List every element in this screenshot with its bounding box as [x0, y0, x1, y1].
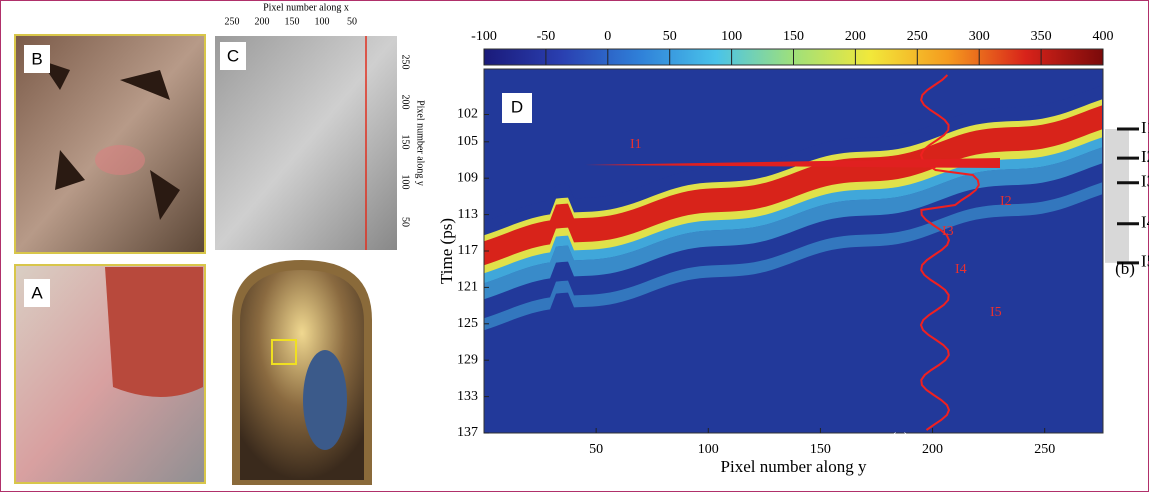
- interface-label: I5: [1141, 252, 1149, 271]
- y-tick-label: 125: [457, 316, 478, 331]
- y-tick-label: 102: [457, 107, 478, 122]
- x-tick-label: 150: [285, 16, 300, 27]
- panel-label: A: [31, 283, 43, 302]
- painting: [240, 270, 364, 480]
- x-tick-label: 200: [255, 16, 270, 27]
- x-axis-label: Pixel number along y: [721, 457, 867, 476]
- colorbar-tick-label: 200: [845, 29, 866, 44]
- colorbar-tick-label: 50: [663, 29, 677, 44]
- trace: [919, 74, 980, 431]
- colorbar-tick-label: 0: [604, 29, 611, 44]
- x-tick-label: 100: [315, 16, 330, 27]
- colorbar-tick-label: 400: [1093, 29, 1114, 44]
- interface-label: I3: [1141, 172, 1149, 191]
- label-box: [502, 93, 532, 123]
- y-tick-label: 250: [400, 55, 411, 70]
- label-box: [24, 45, 50, 73]
- x-tick-label: 150: [810, 442, 831, 457]
- x-tick-label: 250: [1034, 442, 1055, 457]
- y-tick-label: 133: [457, 389, 478, 404]
- colorbar-tick-label: 100: [721, 29, 742, 44]
- region-box: [271, 339, 297, 365]
- inset-label: I2: [1000, 194, 1012, 209]
- side-label: (b): [1115, 259, 1135, 278]
- panel-label: C: [227, 46, 239, 65]
- colorbar-tick-label: 350: [1031, 29, 1052, 44]
- interface-label: I2: [1141, 147, 1149, 166]
- inset-label: I3: [942, 224, 954, 239]
- y-tick-label: 100: [400, 175, 411, 190]
- colorbar-tick-label: -50: [537, 29, 556, 44]
- y-tick-label: 105: [457, 134, 478, 149]
- heatmap-band: [484, 105, 1102, 266]
- x-tick-label: 50: [589, 442, 603, 457]
- label-box: [24, 279, 50, 307]
- y-tick-label: 150: [400, 135, 411, 150]
- colorbar-tick-label: 150: [783, 29, 804, 44]
- side-bar: [1105, 129, 1129, 263]
- figure-blue: [303, 350, 347, 450]
- x-tick-label: 100: [698, 442, 719, 457]
- heatmap-band: [484, 182, 1102, 331]
- y-tick-label: 137: [457, 425, 478, 440]
- paint-loss: [40, 60, 180, 220]
- trace-label: (c): [891, 429, 910, 448]
- y-tick-label: 129: [457, 352, 478, 367]
- colorbar-tick-label: 250: [907, 29, 928, 44]
- panel-label: B: [31, 49, 42, 68]
- y-tick-label: 200: [400, 95, 411, 110]
- axis-label: Pixel number along y: [415, 100, 426, 186]
- inset-label: I5: [990, 305, 1002, 320]
- y-tick-label: 117: [458, 243, 478, 258]
- x-tick-label: 250: [225, 16, 240, 27]
- y-tick-label: 121: [457, 280, 478, 295]
- red-robe: [105, 267, 203, 397]
- x-tick-label: 50: [347, 16, 357, 27]
- pink-area: [95, 145, 145, 175]
- colorbar-tick-label: 300: [969, 29, 990, 44]
- panel-label: D: [511, 97, 523, 116]
- axis-label: Pixel number along x: [263, 2, 349, 13]
- interface-label: I1: [1141, 118, 1149, 137]
- y-tick-label: 50: [400, 217, 411, 227]
- y-tick-label: 113: [458, 207, 478, 222]
- y-axis-label: Time (ps): [437, 218, 456, 284]
- trace-spike: [585, 158, 1000, 168]
- inset-label: I1: [630, 137, 642, 152]
- heatmap-band: [484, 147, 1102, 300]
- label-box: [220, 42, 246, 70]
- interface-label: I4: [1141, 213, 1149, 232]
- inset-label: I4: [955, 262, 967, 277]
- colorbar-tick-label: -100: [471, 29, 497, 44]
- x-tick-label: 200: [922, 442, 943, 457]
- y-tick-label: 109: [457, 170, 478, 185]
